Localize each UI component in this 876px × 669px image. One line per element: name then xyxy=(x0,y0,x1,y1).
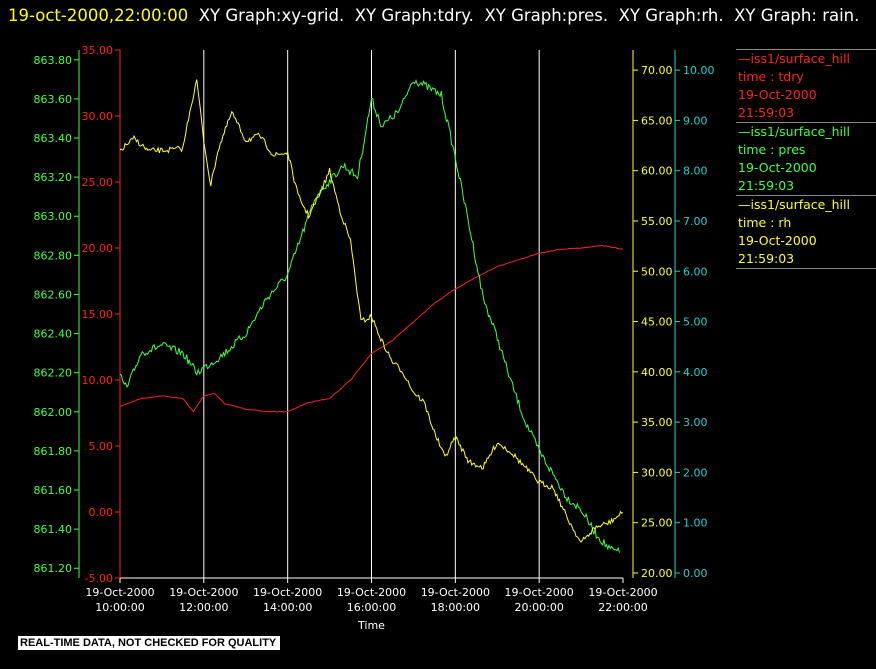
pres-tick-label: 862.00 xyxy=(34,406,73,419)
tdry-tick-label: -5.00 xyxy=(85,572,113,585)
header-graph-rain-cont: rain. xyxy=(822,6,860,25)
rain-tick-label: 9.00 xyxy=(683,114,708,127)
rain-tick-label: 7.00 xyxy=(683,215,708,228)
tdry-tick-label: 0.00 xyxy=(89,506,114,519)
header-graph-rh: XY Graph:rh. xyxy=(618,6,724,25)
pres-tick-label: 863.60 xyxy=(34,93,73,106)
tdry-tick-label: 25.00 xyxy=(82,176,114,189)
pres-tick-label: 862.60 xyxy=(34,288,73,301)
pres-tick-label: 862.20 xyxy=(34,367,73,380)
pres-tick-label: 861.80 xyxy=(34,445,73,458)
series-line-rh xyxy=(119,79,624,543)
rh-tick-label: 40.00 xyxy=(641,366,673,379)
header-graph-rain: XY Graph: xyxy=(734,6,817,25)
x-tick-label-time: 20:00:00 xyxy=(514,601,563,614)
x-axis-label: Time xyxy=(357,619,385,632)
x-tick-label-time: 22:00:00 xyxy=(598,601,647,614)
rain-tick-label: 10.00 xyxy=(683,64,715,77)
pres-tick-label: 863.80 xyxy=(34,54,73,67)
legend-time: 21:59:03 xyxy=(738,105,795,120)
rain-tick-label: 5.00 xyxy=(683,316,708,329)
tdry-tick-label: 20.00 xyxy=(82,242,114,255)
pres-tick-label: 863.40 xyxy=(34,132,73,145)
legend-line: —iss1/surface_hill xyxy=(738,124,850,139)
legend: —iss1/surface_hill time : tdry 19-Oct-2000… xyxy=(736,49,876,269)
tdry-tick-label: 10.00 xyxy=(82,374,114,387)
x-tick-label-date: 19-Oct-2000 xyxy=(169,586,238,599)
rh-tick-label: 20.00 xyxy=(641,567,673,580)
legend-date: 19-Oct-2000 xyxy=(738,87,817,102)
x-tick-label-time: 14:00:00 xyxy=(263,601,312,614)
rain-tick-label: 6.00 xyxy=(683,265,708,278)
legend-var: time : pres xyxy=(738,142,806,157)
header-timestamp: 19-oct-2000,22:00:00 xyxy=(8,6,189,25)
header-graph-xy-grid: XY Graph:xy-grid. xyxy=(198,6,345,25)
header-graph-tdry: XY Graph:tdry. xyxy=(354,6,474,25)
rh-tick-label: 25.00 xyxy=(641,517,673,530)
chart-header: 19-oct-2000,22:00:00 XY Graph:xy-grid. X… xyxy=(8,2,868,29)
quality-warning-banner: REAL-TIME DATA, NOT CHECKED FOR QUALITY xyxy=(18,636,281,650)
rain-tick-label: 1.00 xyxy=(683,517,708,530)
x-tick-label-date: 19-Oct-2000 xyxy=(337,586,406,599)
pres-tick-label: 863.00 xyxy=(34,210,73,223)
rh-tick-label: 55.00 xyxy=(641,215,673,228)
pres-tick-label: 862.40 xyxy=(34,328,73,341)
rh-tick-label: 50.00 xyxy=(641,265,673,278)
x-tick-label-date: 19-Oct-2000 xyxy=(85,586,154,599)
rh-tick-label: 35.00 xyxy=(641,416,673,429)
rh-tick-label: 65.00 xyxy=(641,114,673,127)
legend-time: 21:59:03 xyxy=(738,251,795,266)
x-tick-label-date: 19-Oct-2000 xyxy=(505,586,574,599)
pres-tick-label: 862.80 xyxy=(34,249,73,262)
x-tick-label-time: 10:00:00 xyxy=(95,601,144,614)
series-line-pres xyxy=(119,79,620,553)
rh-tick-label: 30.00 xyxy=(641,466,673,479)
rain-tick-label: 4.00 xyxy=(683,366,708,379)
x-tick-label-time: 16:00:00 xyxy=(347,601,396,614)
rain-tick-label: 3.00 xyxy=(683,416,708,429)
rh-tick-label: 70.00 xyxy=(641,64,673,77)
tdry-tick-label: 30.00 xyxy=(82,110,114,123)
legend-line: —iss1/surface_hill xyxy=(738,197,850,212)
legend-time: 21:59:03 xyxy=(738,178,795,193)
pres-tick-label: 861.40 xyxy=(34,523,73,536)
pres-tick-label: 861.20 xyxy=(34,562,73,575)
legend-var: time : tdry xyxy=(738,69,804,84)
rain-tick-label: 2.00 xyxy=(683,466,708,479)
x-tick-label-date: 19-Oct-2000 xyxy=(253,586,322,599)
x-tick-label-time: 18:00:00 xyxy=(431,601,480,614)
tdry-tick-label: 5.00 xyxy=(89,440,114,453)
tdry-tick-label: 15.00 xyxy=(82,308,114,321)
x-tick-label-date: 19-Oct-2000 xyxy=(421,586,490,599)
x-tick-label-date: 19-Oct-2000 xyxy=(588,586,657,599)
legend-line: —iss1/surface_hill xyxy=(738,51,850,66)
rain-tick-label: 8.00 xyxy=(683,165,708,178)
pres-tick-label: 863.20 xyxy=(34,171,73,184)
tdry-tick-label: 35.00 xyxy=(82,44,114,57)
legend-var: time : rh xyxy=(738,215,792,230)
legend-date: 19-Oct-2000 xyxy=(738,233,817,248)
series-line-tdry xyxy=(119,244,624,413)
rh-tick-label: 60.00 xyxy=(641,165,673,178)
legend-date: 19-Oct-2000 xyxy=(738,160,817,175)
rh-tick-label: 45.00 xyxy=(641,316,673,329)
header-graph-pres: XY Graph:pres. xyxy=(484,6,609,25)
x-tick-label-time: 12:00:00 xyxy=(179,601,228,614)
pres-tick-label: 861.60 xyxy=(34,484,73,497)
rain-tick-label: 0.00 xyxy=(683,567,708,580)
